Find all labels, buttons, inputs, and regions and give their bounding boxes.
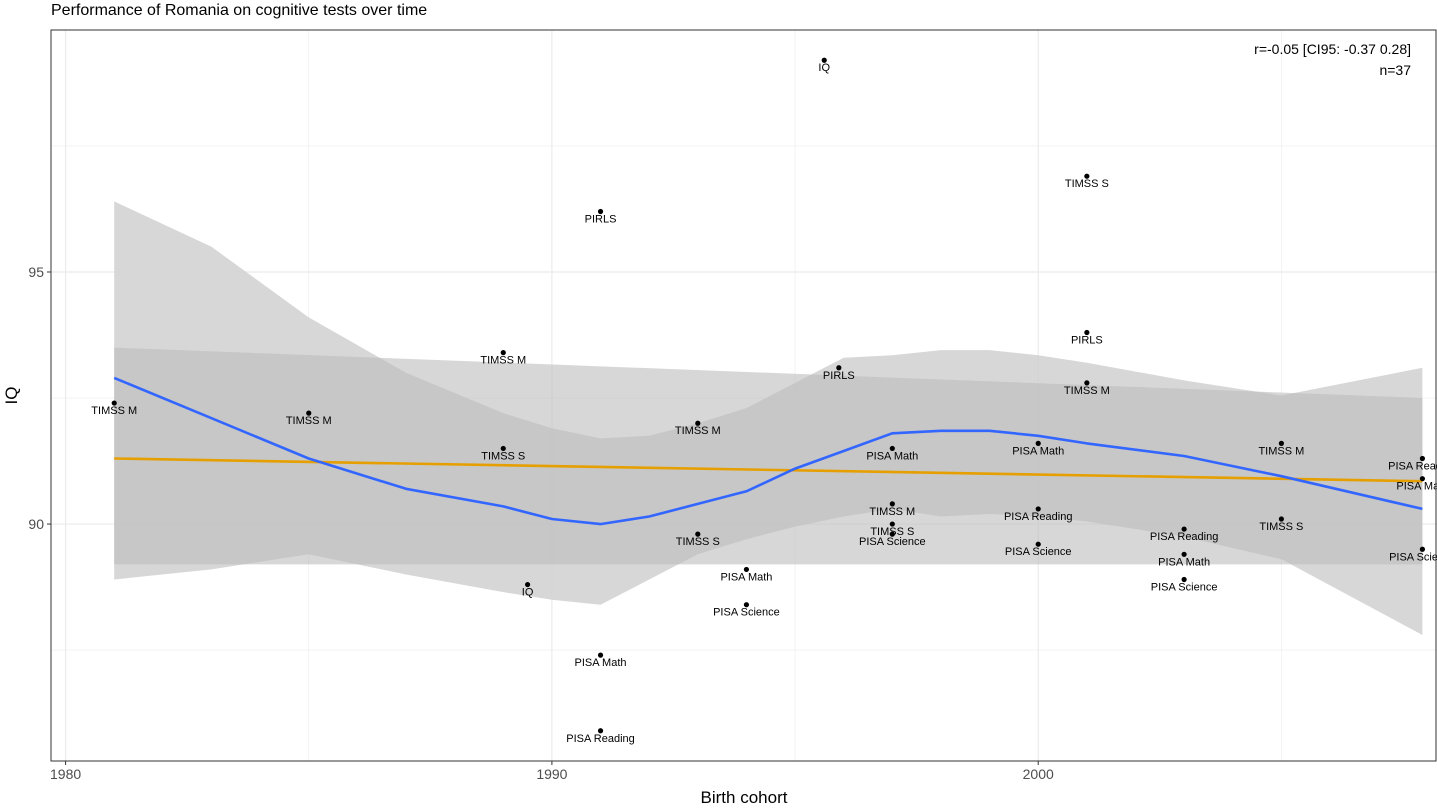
data-point-label: PISA Math bbox=[575, 657, 627, 669]
data-point-label: TIMSS M bbox=[1064, 385, 1110, 397]
data-point bbox=[1419, 476, 1426, 482]
data-point bbox=[743, 566, 750, 573]
data-point bbox=[1035, 541, 1041, 547]
data-point-label: PISA Math bbox=[1012, 445, 1064, 457]
data-point bbox=[743, 602, 750, 608]
data-point-label: PISA Math bbox=[1396, 481, 1437, 493]
data-point-label: PISA Math bbox=[1158, 556, 1210, 568]
data-point bbox=[1278, 516, 1284, 522]
x-tick-label: 2000 bbox=[1023, 766, 1054, 782]
y-tick-label: 90 bbox=[28, 516, 44, 532]
data-point bbox=[500, 350, 506, 356]
correlation-annotation: r=-0.05 [CI95: -0.37 0.28] n=37 bbox=[1254, 41, 1411, 78]
data-points: IQ TIMSS S PIRLS PIRLS TIMSS M PIRLS TIMSS M TI… bbox=[91, 57, 1437, 745]
annotation-line: n=37 bbox=[1379, 62, 1411, 78]
x-tick-label: 1990 bbox=[536, 766, 567, 782]
data-point bbox=[1419, 546, 1426, 552]
chart-title: Performance of Romania on cognitive test… bbox=[51, 2, 428, 19]
linear-fit-line bbox=[114, 457, 1423, 483]
data-point bbox=[695, 420, 701, 426]
data-point bbox=[1035, 506, 1041, 512]
fit-lines bbox=[113, 376, 1423, 526]
y-axis-title: IQ bbox=[2, 387, 21, 405]
data-point-label: PISA Reading bbox=[566, 733, 635, 745]
data-point bbox=[524, 581, 531, 588]
annotation-line: r=-0.05 [CI95: -0.37 0.28] bbox=[1254, 41, 1411, 57]
x-axis-title: Birth cohort bbox=[701, 788, 788, 807]
data-point bbox=[597, 728, 604, 734]
data-point-label: TIMSS M bbox=[1258, 445, 1304, 457]
data-point-label: PIRLS bbox=[823, 370, 855, 382]
data-point bbox=[1181, 526, 1187, 532]
data-point-label: PISA Science bbox=[859, 536, 926, 548]
data-point-label: PISA Science bbox=[1389, 551, 1437, 563]
data-point bbox=[889, 501, 895, 507]
data-point bbox=[695, 531, 701, 537]
axis-ticks: 1980 1990 2000 90 95 bbox=[28, 264, 1054, 782]
data-point-label: PISA Reading bbox=[1004, 511, 1073, 523]
data-point-label: PISA Science bbox=[1005, 546, 1072, 558]
data-point bbox=[1419, 455, 1426, 462]
data-point bbox=[597, 652, 604, 658]
data-point-label: PISA Reading bbox=[1388, 461, 1437, 473]
data-point-label: TIMSS M bbox=[91, 405, 137, 417]
data-point bbox=[1035, 440, 1041, 446]
data-point-label: TIMSS M bbox=[675, 425, 721, 437]
y-tick-label: 95 bbox=[28, 264, 44, 280]
data-point-label: PIRLS bbox=[1071, 334, 1103, 346]
data-point-label: PISA Science bbox=[1151, 582, 1218, 594]
data-point-label: PISA Math bbox=[720, 571, 772, 583]
data-point bbox=[1181, 576, 1187, 583]
data-point bbox=[306, 410, 312, 416]
data-point bbox=[1084, 329, 1090, 336]
data-point bbox=[821, 57, 827, 63]
confidence-bands bbox=[114, 201, 1423, 635]
loess-fit-line bbox=[113, 376, 1423, 526]
data-point bbox=[1084, 380, 1090, 386]
panel-border bbox=[50, 29, 1437, 762]
data-point-label: IQ bbox=[522, 587, 534, 599]
data-point bbox=[889, 445, 895, 452]
data-point bbox=[1084, 173, 1090, 179]
data-point-label: TIMSS M bbox=[869, 506, 915, 518]
data-point-label: IQ bbox=[818, 62, 830, 74]
data-point bbox=[836, 365, 842, 371]
data-point-label: TIMSS S bbox=[481, 450, 525, 462]
data-point bbox=[500, 445, 506, 452]
linear-confidence-band bbox=[114, 347, 1423, 565]
x-tick-label: 1980 bbox=[50, 766, 81, 782]
data-point bbox=[1181, 551, 1187, 557]
data-point bbox=[111, 400, 117, 406]
data-point-label: TIMSS S bbox=[1259, 521, 1303, 533]
data-point-label: TIMSS S bbox=[1065, 178, 1109, 190]
data-point-label: PISA Math bbox=[866, 450, 918, 462]
data-point bbox=[597, 208, 604, 215]
data-point-label: PISA Science bbox=[713, 607, 780, 619]
data-point bbox=[889, 531, 895, 537]
data-point-label: PIRLS bbox=[585, 213, 617, 225]
data-point-label: TIMSS M bbox=[286, 415, 332, 427]
data-point bbox=[1278, 440, 1284, 446]
data-point-label: TIMSS S bbox=[676, 536, 720, 548]
data-point-label: PISA Reading bbox=[1150, 531, 1219, 543]
data-point bbox=[889, 521, 895, 527]
data-point-label: TIMSS M bbox=[480, 355, 526, 367]
